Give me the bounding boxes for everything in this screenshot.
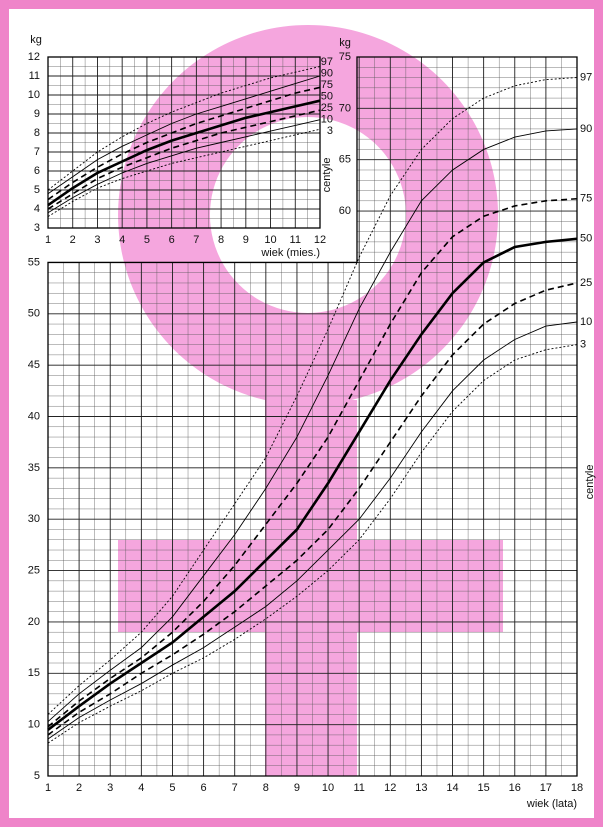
- x-tick-label: 18: [571, 782, 583, 794]
- centile-line: [47, 75, 321, 195]
- x-axis-label: wiek (lata): [526, 798, 577, 810]
- centile-line: [47, 282, 578, 736]
- x-tick-label: 7: [193, 234, 199, 246]
- x-tick-label: 14: [446, 782, 458, 794]
- x-tick-label: 12: [314, 234, 326, 246]
- centile-line: [47, 86, 321, 201]
- centile-line: [47, 66, 321, 191]
- x-tick-label: 1: [45, 234, 51, 246]
- y2-tick-label: 70: [339, 102, 351, 114]
- y-tick-label: 10: [28, 719, 40, 731]
- x-tick-label: 10: [264, 234, 276, 246]
- y-tick-label: 20: [28, 616, 40, 628]
- x-tick-label: 3: [107, 782, 113, 794]
- x-tick-label: 6: [169, 234, 175, 246]
- centile-line: [47, 237, 578, 731]
- y-tick-label: 15: [28, 667, 40, 679]
- centile-label: 25: [580, 277, 592, 289]
- centile-label: 10: [321, 113, 333, 125]
- symbol-ring: [118, 25, 499, 405]
- x-tick-label: 7: [232, 782, 238, 794]
- x-tick-label: 16: [509, 782, 521, 794]
- centile-line: [47, 321, 578, 740]
- x-tick-label: 17: [540, 782, 552, 794]
- centile-label: 50: [580, 233, 592, 245]
- centile-label: 50: [321, 90, 333, 102]
- centile-label: 10: [580, 316, 592, 328]
- x-tick-label: 10: [322, 782, 334, 794]
- x-tick-label: 9: [243, 234, 249, 246]
- centile-line: [47, 128, 578, 722]
- y-tick-label: 5: [34, 770, 40, 782]
- y-tick-label: 10: [28, 89, 40, 101]
- x-tick-label: 4: [138, 782, 144, 794]
- y-tick-label: 11: [29, 70, 40, 82]
- y-tick-label: 5: [34, 184, 40, 196]
- centile-line: [47, 109, 321, 210]
- y-tick-label: 45: [28, 359, 40, 371]
- x-tick-label: 12: [384, 782, 396, 794]
- y-tick-label: 40: [28, 410, 40, 422]
- x-tick-label: 8: [218, 234, 224, 246]
- x-tick-label: 15: [478, 782, 490, 794]
- y2-tick-label: 75: [339, 51, 351, 63]
- centile-line: [47, 77, 578, 715]
- y-axis-label: kg: [30, 34, 42, 46]
- symbol-bar: [118, 540, 503, 632]
- y2-tick-label: 60: [339, 205, 351, 217]
- y2-axis-label: centyle: [321, 158, 333, 193]
- centile-label: 3: [580, 339, 586, 351]
- x-tick-label: 13: [415, 782, 427, 794]
- legend-title: centyle: [584, 465, 596, 500]
- x-tick-label: 2: [70, 234, 76, 246]
- y2-tick-label: 65: [339, 154, 351, 166]
- x-axis-label: wiek (mies.): [260, 247, 320, 259]
- x-tick-label: 11: [290, 234, 301, 246]
- centile-label: 25: [321, 102, 333, 114]
- x-tick-label: 1: [45, 782, 51, 794]
- x-tick-label: 3: [94, 234, 100, 246]
- centile-label: 90: [580, 123, 592, 135]
- y-tick-label: 8: [34, 127, 40, 139]
- x-tick-label: 5: [144, 234, 150, 246]
- x-tick-label: 11: [353, 782, 364, 794]
- y-tick-label: 3: [34, 222, 40, 234]
- female-symbol: [118, 25, 503, 776]
- centile-label: 97: [580, 71, 592, 83]
- plot-frame: [47, 56, 321, 229]
- x-tick-label: 4: [119, 234, 125, 246]
- y-tick-label: 7: [34, 146, 40, 158]
- y-tick-label: 35: [28, 462, 40, 474]
- x-tick-label: 5: [169, 782, 175, 794]
- centile-label: 75: [321, 79, 333, 91]
- x-tick-label: 6: [201, 782, 207, 794]
- centile-label: 75: [580, 193, 592, 205]
- centile-label: 3: [327, 125, 333, 137]
- y-tick-label: 6: [34, 165, 40, 177]
- x-tick-label: 8: [263, 782, 269, 794]
- y-tick-label: 9: [34, 108, 40, 120]
- x-tick-label: 9: [294, 782, 300, 794]
- y-tick-label: 25: [28, 564, 40, 576]
- y-tick-label: 30: [28, 513, 40, 525]
- y-tick-label: 50: [28, 308, 40, 320]
- centile-line: [47, 197, 578, 728]
- x-tick-label: 2: [76, 782, 82, 794]
- centile-line: [47, 128, 321, 217]
- centile-label: 90: [321, 67, 333, 79]
- plot-frame: [47, 56, 578, 777]
- centile-line: [47, 119, 321, 214]
- y-tick-label: 12: [28, 51, 40, 63]
- centile-line: [47, 99, 321, 207]
- y-axis-label: kg: [339, 37, 351, 49]
- y-tick-label: 4: [34, 203, 40, 215]
- centile-line: [47, 344, 578, 744]
- y-tick-label: 55: [28, 256, 40, 268]
- centile-label: 97: [321, 56, 333, 68]
